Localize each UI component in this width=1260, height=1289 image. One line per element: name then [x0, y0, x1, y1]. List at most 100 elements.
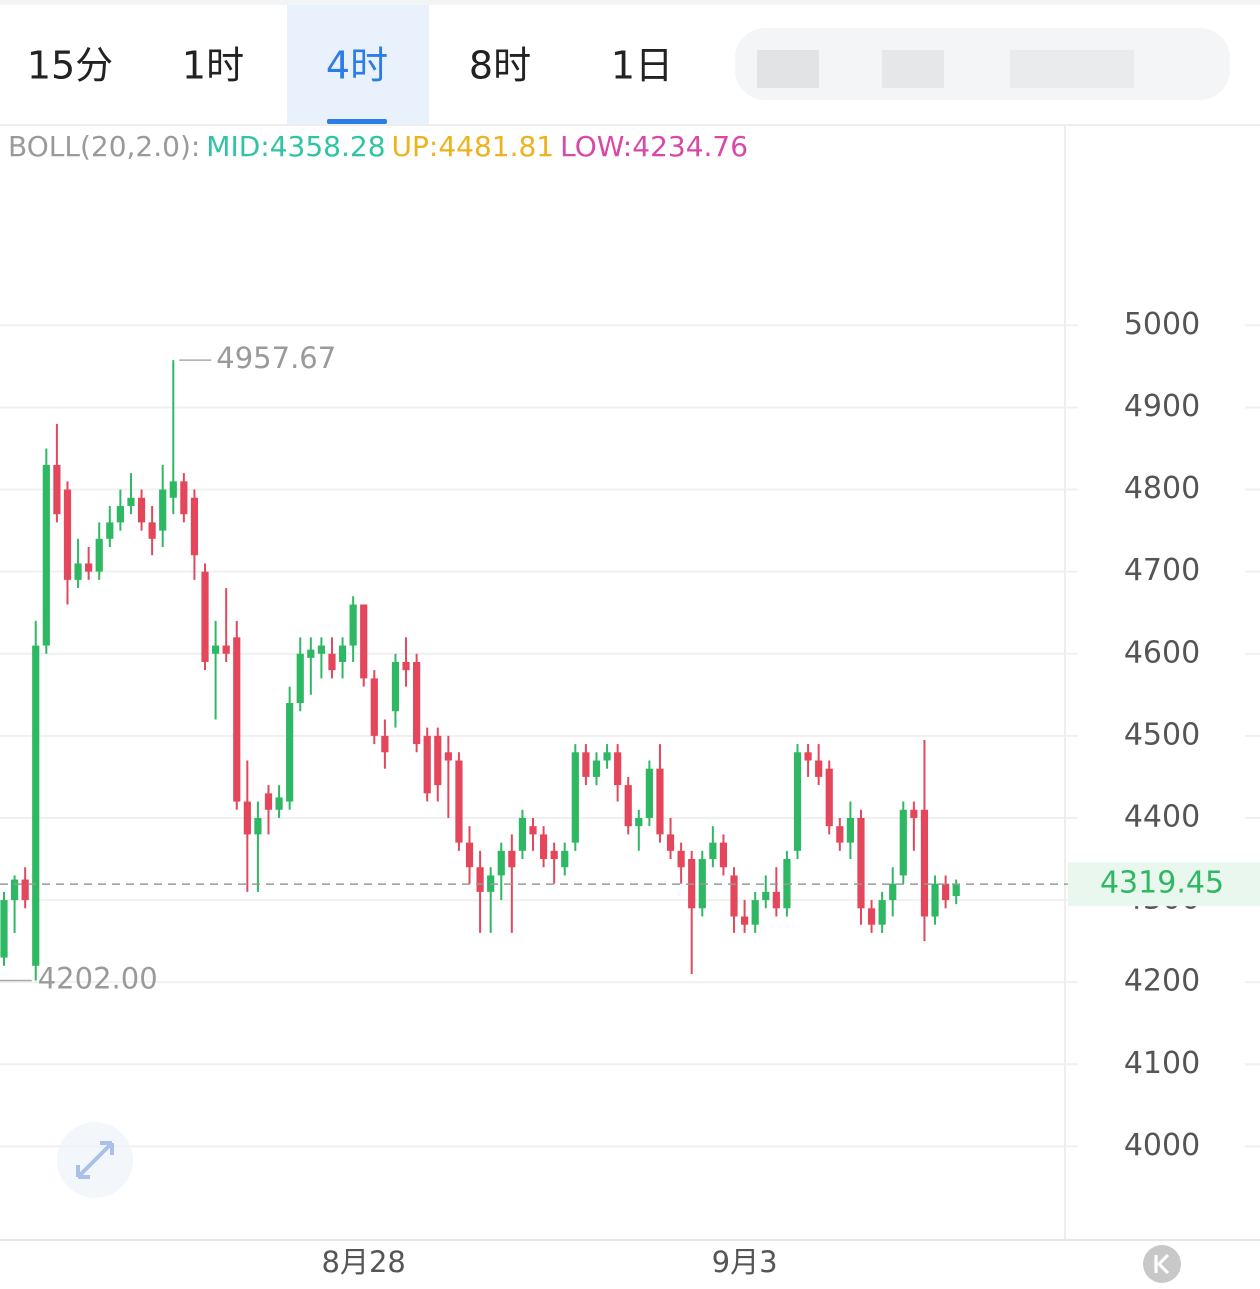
candle-body [666, 834, 675, 851]
candle-body [825, 768, 833, 827]
candle-body [804, 752, 812, 761]
candle-body [635, 817, 643, 827]
candle-body [889, 883, 897, 901]
candle-body [423, 735, 431, 794]
tab[interactable]: 4时 [326, 44, 388, 88]
candle-body [920, 809, 929, 917]
candle-body [307, 649, 315, 658]
expand-icon [76, 1141, 114, 1179]
candle-body [391, 661, 400, 712]
candle-body [74, 563, 82, 580]
max-label: 4957.67 [216, 341, 336, 375]
min-label: 4202.00 [38, 962, 158, 996]
candle-body [169, 481, 177, 498]
candle-body [867, 908, 876, 925]
candle-body [846, 817, 854, 843]
indicator-name: BOLL(20,2.0): [8, 130, 200, 163]
legend-name: UP: [392, 130, 439, 163]
candle-body [85, 563, 93, 572]
y-tick-label: 4500 [1124, 717, 1200, 752]
candle-body [582, 752, 590, 777]
blur-block [757, 50, 819, 88]
candle-body [942, 883, 950, 901]
candle-body [751, 900, 759, 925]
candle-body [222, 645, 230, 654]
candle-body [529, 826, 537, 835]
grid: 4000410042004300440045004600470048004900… [0, 307, 1260, 1279]
candle-body [434, 735, 442, 786]
candle-body [656, 768, 664, 835]
blur-block [1010, 50, 1134, 88]
candle-body [381, 735, 389, 753]
candle-body [910, 809, 918, 818]
overlay: 4957.67 4202.00 4319.45 [0, 341, 1260, 996]
blurred-region [735, 28, 1230, 100]
candle-body [254, 817, 262, 835]
candle-body [899, 809, 907, 876]
candle-body [603, 752, 611, 761]
candle-body [677, 850, 685, 868]
last-price-label: 4319.45 [1100, 866, 1224, 901]
candle-body [370, 678, 378, 736]
candle-body [116, 505, 124, 523]
candle-body [190, 497, 199, 556]
candle-body [63, 489, 72, 580]
candle-body [95, 538, 103, 572]
candle-body [106, 522, 114, 539]
y-tick-label: 4800 [1124, 471, 1200, 506]
candle-body [413, 661, 421, 745]
candle-body [317, 645, 325, 654]
y-tick-label: 4400 [1124, 799, 1200, 834]
tab-underline [327, 119, 387, 124]
expand-button[interactable] [57, 1122, 133, 1198]
candle-body [296, 653, 304, 704]
candle-body [201, 571, 209, 662]
candle-body [338, 645, 347, 662]
legend-value: 4234.76 [632, 130, 748, 163]
timeframe-tabs: 15分 1时 4时 8时 1日 [27, 5, 673, 125]
y-tick-label: 4000 [1124, 1128, 1200, 1163]
candle-body [709, 842, 717, 860]
candle-body [465, 842, 474, 868]
candle-body [772, 891, 780, 909]
candle-body [476, 867, 484, 892]
reset-button[interactable] [1143, 1245, 1181, 1283]
candle-body [127, 497, 135, 506]
tab[interactable]: 15分 [27, 44, 113, 88]
last-price-box [1068, 862, 1260, 907]
candle-body [148, 522, 156, 539]
top-strip [0, 0, 1260, 5]
candle-body [21, 879, 29, 901]
candle-body [571, 752, 579, 843]
y-tick-label: 4200 [1124, 964, 1200, 999]
x-tick-label: 8月28 [322, 1245, 406, 1279]
x-tick-label: 9月3 [712, 1245, 778, 1279]
candle-body [180, 481, 188, 515]
candle-body [402, 661, 410, 671]
candle-body [741, 916, 749, 925]
candle-body [719, 842, 728, 868]
candle-body [561, 850, 569, 868]
candle-body [10, 879, 19, 901]
candle-body [243, 801, 251, 835]
plot [0, 360, 960, 981]
tab[interactable]: 1时 [182, 44, 244, 88]
candle-body [0, 900, 8, 958]
candle-body [730, 875, 738, 917]
candle-body [42, 464, 50, 646]
candle-body [624, 785, 632, 827]
candle-body [931, 883, 939, 917]
candle-body [793, 752, 802, 851]
candle-body [275, 797, 283, 810]
tab-selected-bg [287, 5, 429, 125]
tab[interactable]: 8时 [469, 44, 531, 88]
candle-body [264, 793, 273, 810]
tab[interactable]: 1日 [611, 44, 673, 88]
candle-body [539, 834, 548, 860]
candle-body [497, 850, 505, 876]
candle-body [762, 891, 770, 901]
candle-body [286, 703, 294, 802]
blur-block [882, 50, 944, 88]
reset-bg [1143, 1245, 1181, 1283]
